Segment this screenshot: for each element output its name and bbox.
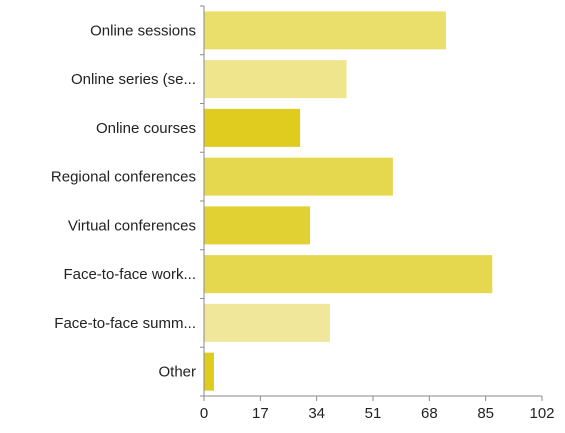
bar-8 [204, 352, 214, 391]
bar-6 [204, 255, 493, 294]
bar-4 [204, 157, 393, 196]
bar-2 [204, 60, 347, 99]
bar-7 [204, 303, 330, 342]
x-tick-label: 0 [200, 405, 208, 422]
category-label: Face-to-face summ... [54, 315, 196, 332]
category-label: Regional conferences [51, 169, 196, 186]
category-label: Online sessions [90, 22, 196, 39]
category-label: Face-to-face work... [63, 266, 196, 283]
category-label: Other [158, 364, 196, 381]
category-label: Virtual conferences [68, 217, 196, 234]
bar-1 [204, 11, 446, 50]
bar-3 [204, 108, 301, 147]
x-tick-label: 17 [252, 405, 269, 422]
category-label: Online courses [96, 120, 196, 137]
x-tick-label: 68 [421, 405, 438, 422]
x-tick-label: 51 [365, 405, 382, 422]
x-tick-label: 102 [529, 405, 554, 422]
bars-layer [204, 11, 493, 391]
x-tick-label: 85 [477, 405, 494, 422]
category-label: Online series (se... [71, 71, 196, 88]
bar-5 [204, 206, 311, 245]
category-labels: Online sessions Online series (se... Onlin… [51, 22, 196, 380]
x-axis: 0 17 34 51 68 85 102 [200, 5, 555, 422]
x-tick-label: 34 [308, 405, 325, 422]
